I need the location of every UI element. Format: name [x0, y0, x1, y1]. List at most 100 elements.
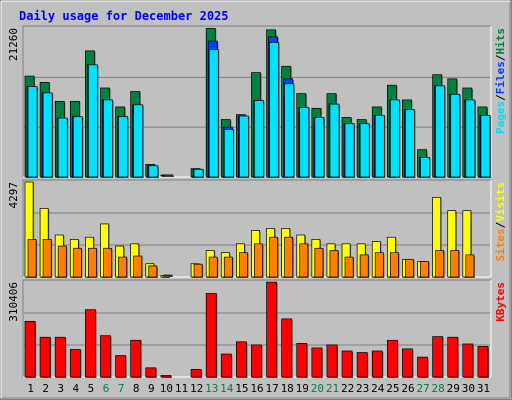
bar-kbytes	[85, 309, 97, 378]
bar-pages	[344, 123, 356, 178]
y-max-label: 21260	[7, 28, 20, 61]
bar-pages	[72, 116, 84, 178]
panel-middle: 4297 Sites/Visits	[7, 179, 507, 278]
bar-pages	[435, 85, 446, 178]
legend: Sites/Visits	[494, 182, 507, 262]
bar-pages	[223, 128, 235, 178]
bar-kbytes	[477, 346, 489, 378]
bar-kbytes	[447, 336, 459, 378]
bar-kbytes	[251, 344, 263, 378]
panel-bottom: 310406 KBytes	[7, 279, 507, 378]
bar-sites	[193, 263, 204, 278]
legend-entry: Pages	[494, 101, 507, 134]
panel-top: 21260 Pages/Files/Hits	[7, 25, 507, 179]
x-tick-label: 1	[27, 382, 34, 395]
bar-pages	[389, 99, 401, 178]
legend-entry: Sites	[494, 228, 507, 261]
bar-kbytes	[326, 344, 339, 378]
x-tick-label: 20	[311, 382, 324, 395]
x-tick-label: 7	[118, 382, 125, 395]
bar-sites	[208, 256, 219, 278]
legend-entry: /	[494, 94, 507, 101]
legend-entry: /	[494, 54, 507, 61]
y-max-label: 4297	[7, 182, 20, 209]
bar-kbytes	[341, 350, 354, 378]
bar-kbytes	[190, 368, 203, 378]
x-tick-label: 23	[356, 382, 369, 395]
bar-sites	[405, 258, 415, 278]
bar-sites	[254, 243, 264, 278]
bars	[24, 181, 475, 278]
bar-pages	[299, 107, 310, 178]
chart-title: Daily usage for December 2025	[19, 9, 229, 23]
bar-sites	[27, 239, 38, 278]
bar-sites	[389, 252, 400, 278]
x-tick-label: 21	[326, 382, 339, 395]
bar-kbytes	[386, 339, 399, 378]
bar-kbytes	[69, 349, 82, 378]
x-tick-label: 14	[220, 382, 234, 395]
x-tick-label: 6	[103, 382, 110, 395]
bar-pages	[88, 64, 99, 178]
legend: KBytes	[494, 282, 507, 322]
bar-sites	[359, 254, 370, 278]
legend-entry: Hits	[494, 28, 507, 55]
x-tick-label: 3	[57, 382, 64, 395]
bar-sites	[118, 256, 128, 278]
bar-kbytes	[311, 347, 323, 378]
bar-sites	[269, 236, 279, 278]
bar-pages	[420, 157, 431, 178]
bar-sites	[374, 252, 385, 278]
bar-pages	[480, 114, 491, 178]
bar-kbytes	[54, 336, 67, 378]
x-tick-label: 13	[205, 382, 218, 395]
x-tick-label: 9	[148, 382, 155, 395]
bar-pages	[118, 116, 129, 178]
bar-kbytes	[205, 293, 218, 378]
x-tick-label: 22	[341, 382, 354, 395]
bar-kbytes	[220, 353, 233, 378]
bar-sites	[420, 261, 430, 278]
bar-kbytes	[417, 356, 429, 378]
bar-pages	[284, 83, 295, 178]
bar-sites	[435, 250, 445, 278]
y-max-label: 310406	[7, 282, 20, 322]
x-tick-label: 24	[371, 382, 385, 395]
bar-pages	[465, 99, 476, 178]
bar-kbytes	[402, 348, 414, 378]
x-tick-label: 17	[265, 382, 278, 395]
x-tick-label: 26	[401, 382, 414, 395]
legend: Pages/Files/Hits	[494, 28, 507, 134]
x-tick-label: 16	[250, 382, 263, 395]
bar-kbytes	[432, 336, 444, 378]
x-tick-label: 4	[73, 382, 80, 395]
bar-kbytes	[266, 281, 278, 378]
x-tick-label: 18	[281, 382, 294, 395]
x-tick-label: 30	[462, 382, 475, 395]
bar-kbytes	[160, 375, 172, 378]
bar-sites	[465, 254, 475, 278]
bar-sites	[163, 274, 173, 277]
bar-sites	[133, 255, 143, 278]
bar-sites	[223, 256, 234, 278]
bar-pages	[405, 109, 416, 178]
legend-entry: /	[494, 221, 507, 228]
bar-pages	[208, 49, 220, 178]
x-tick-label: 8	[133, 382, 140, 395]
bar-sites	[88, 247, 98, 278]
bar-kbytes	[130, 339, 142, 378]
bar-pages	[329, 103, 341, 178]
x-tick-label: 27	[416, 382, 429, 395]
bar-kbytes	[356, 352, 369, 378]
bar-kbytes	[236, 341, 248, 378]
bars	[24, 28, 491, 179]
x-axis-labels: 1 2 3 4 5 6 7 8 9 10 11 12 13 14 15 16 17 18 19 20 21 22 23 24 2…	[27, 382, 490, 395]
x-tick-label: 31	[477, 382, 490, 395]
bar-sites	[284, 236, 294, 278]
bar-sites	[239, 252, 249, 278]
bars	[24, 281, 489, 378]
bar-sites	[450, 250, 460, 278]
bar-kbytes	[115, 355, 127, 378]
